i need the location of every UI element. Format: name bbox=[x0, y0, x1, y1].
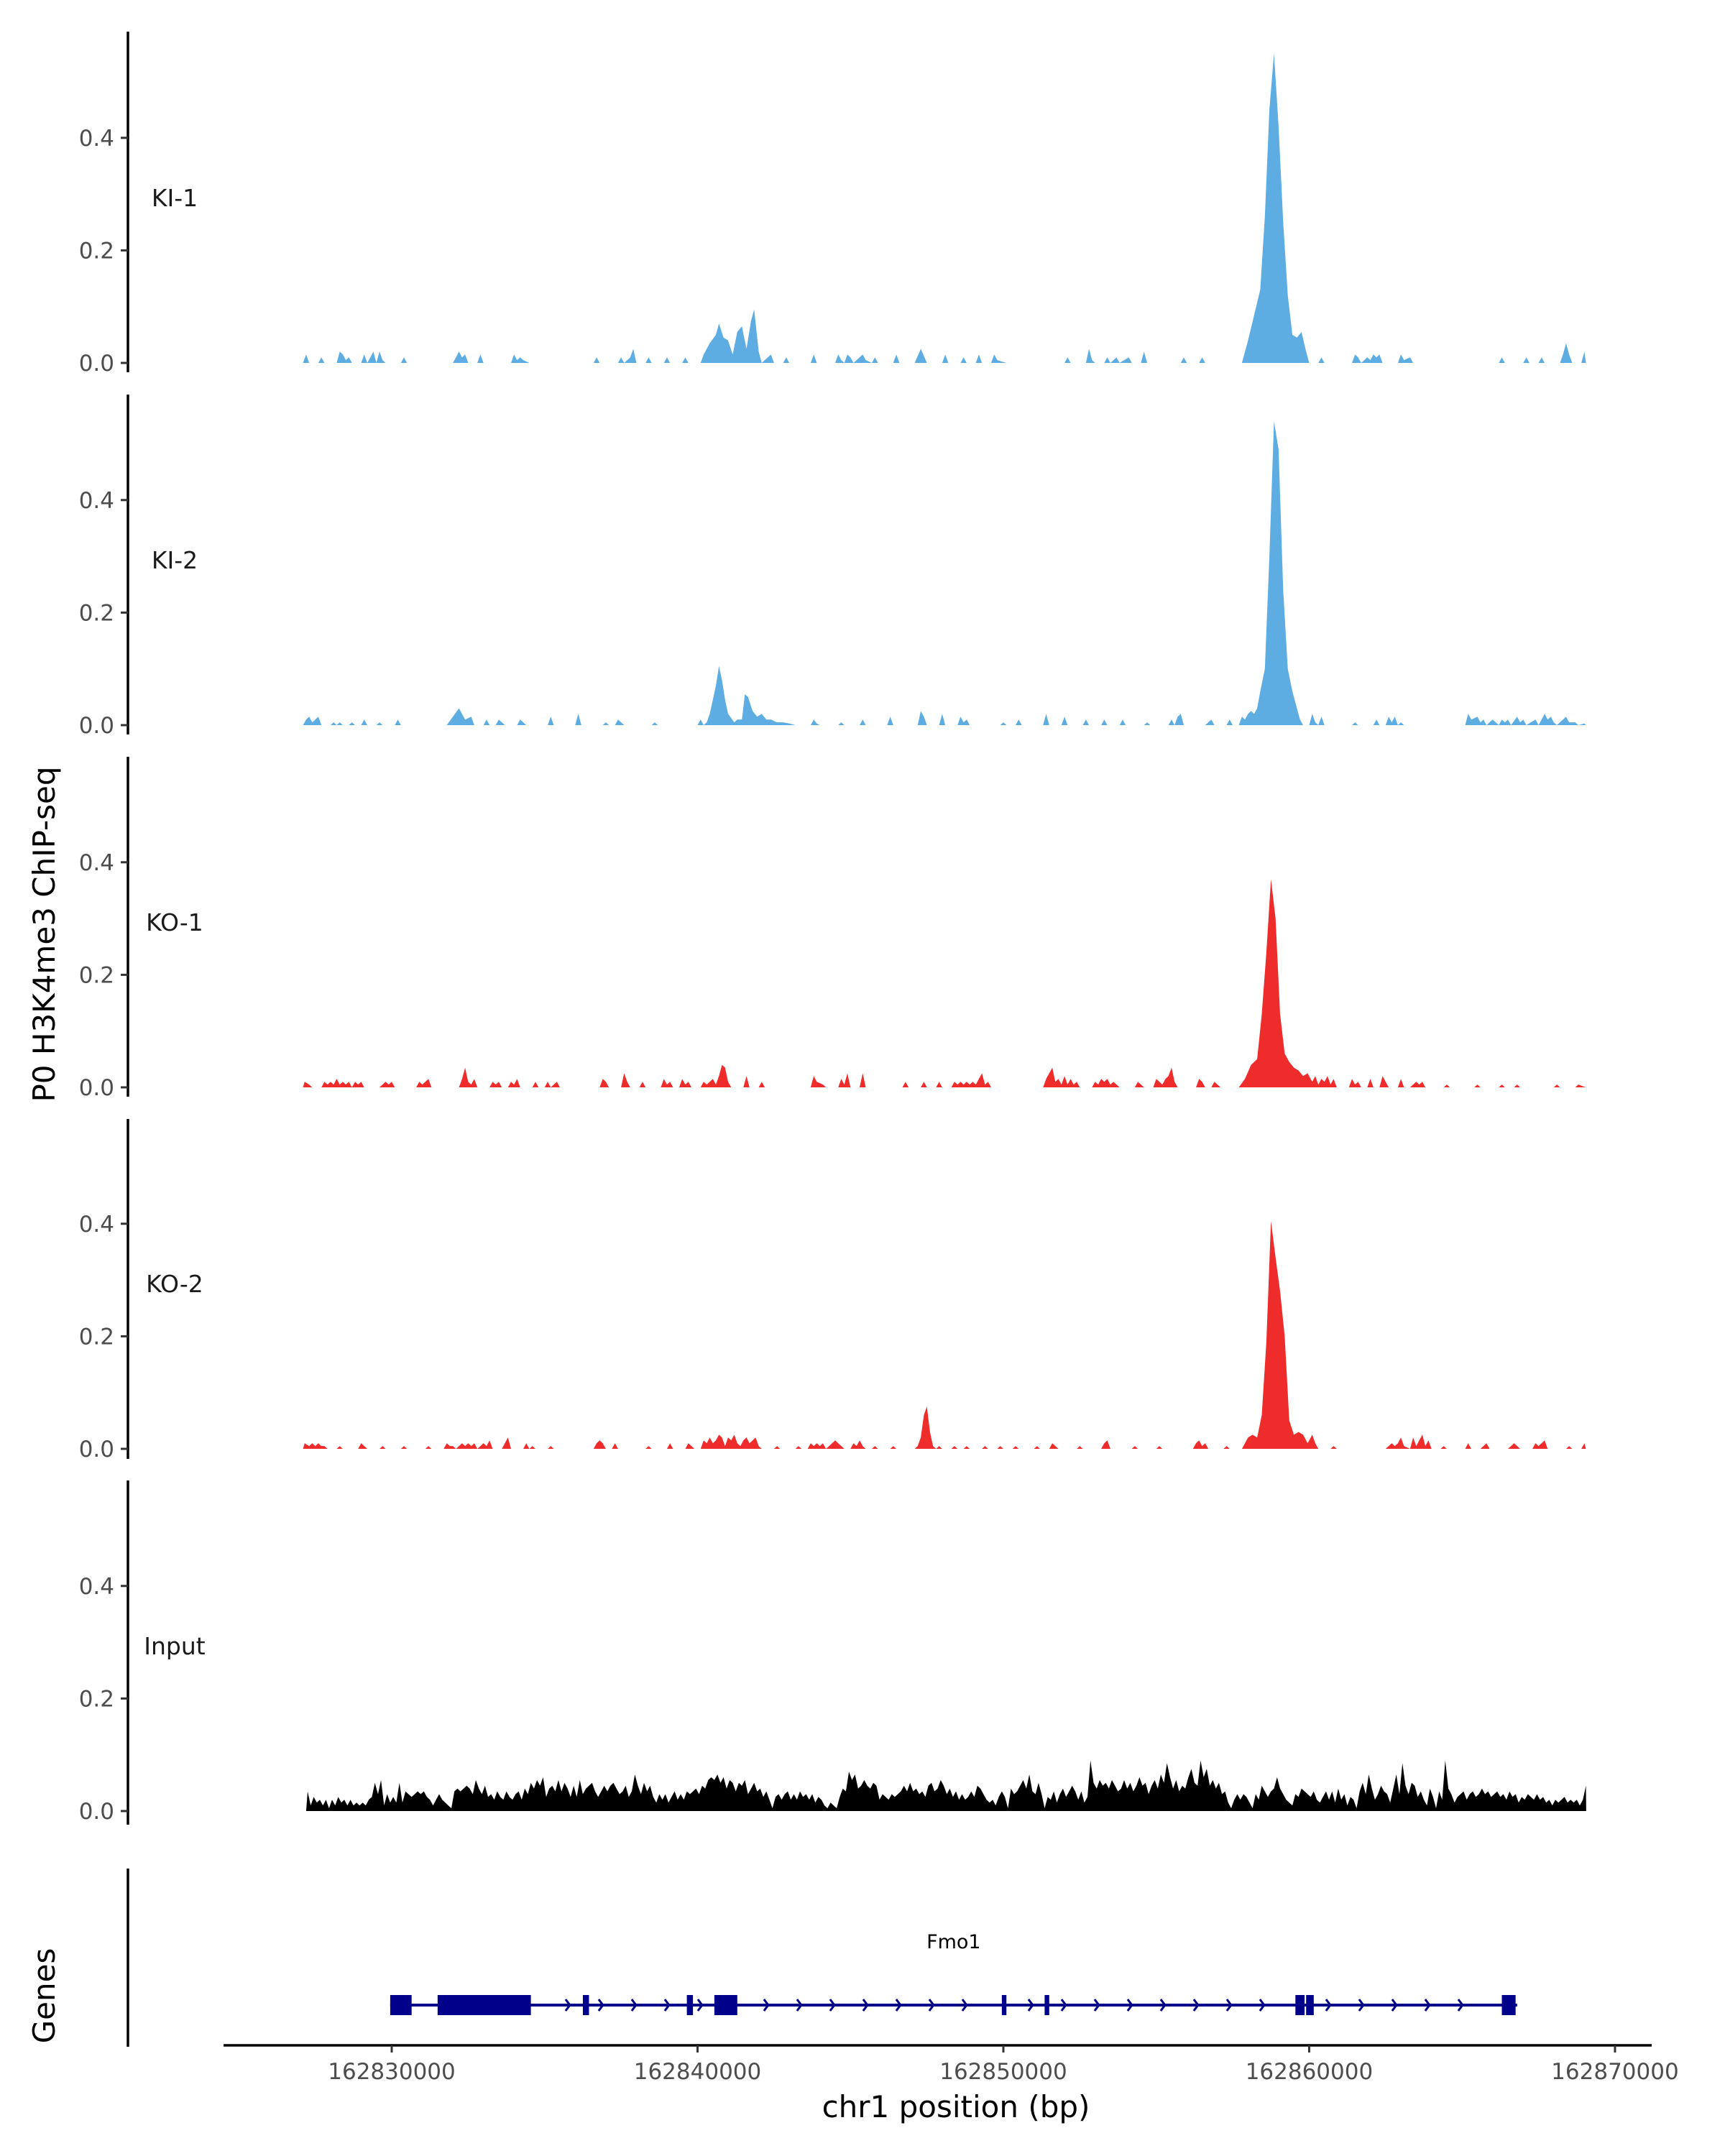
y-axis-title: P0 H3K4me3 ChIP-seq bbox=[27, 766, 62, 1102]
strand-arrow bbox=[1192, 1999, 1200, 2012]
strand-arrow bbox=[630, 1999, 638, 2012]
y-tick-label: 0.4 bbox=[79, 488, 114, 514]
strand-arrow bbox=[663, 1999, 671, 2012]
track-label: KO-2 bbox=[146, 1270, 203, 1298]
genes-track-title: Genes bbox=[27, 1948, 62, 2044]
x-tick-label: 162850000 bbox=[939, 2059, 1067, 2085]
y-tick-label: 0.4 bbox=[79, 126, 114, 152]
x-axis-title: chr1 position (bp) bbox=[822, 2089, 1090, 2124]
strand-arrow bbox=[1391, 1999, 1398, 2012]
y-tick-label: 0.0 bbox=[79, 1437, 114, 1462]
x-axis: 162830000 162840000 162850000 162860000 1628… bbox=[224, 2044, 1679, 2085]
track-label: Input bbox=[144, 1632, 206, 1660]
y-tick-label: 0.0 bbox=[79, 1075, 114, 1101]
y-tick-label: 0.4 bbox=[79, 1574, 114, 1600]
strand-arrow bbox=[1325, 1999, 1332, 2012]
y-tick-label: 0.2 bbox=[79, 1324, 114, 1350]
signal-area-ko-2 bbox=[303, 1220, 1586, 1449]
strand-arrow bbox=[597, 1999, 604, 2012]
gene-name-label: Fmo1 bbox=[926, 1931, 981, 1953]
strand-arrow bbox=[1457, 1999, 1464, 2012]
y-tick-label: 0.2 bbox=[79, 1686, 114, 1712]
strand-arrow bbox=[1060, 1999, 1067, 2012]
strand-arrow bbox=[763, 1999, 770, 2012]
strand-arrow bbox=[1126, 1999, 1133, 2012]
strand-arrow bbox=[1358, 1999, 1365, 2012]
strand-arrow bbox=[1159, 1999, 1167, 2012]
track-label: KO-1 bbox=[146, 908, 203, 936]
gene-exon bbox=[1501, 1995, 1516, 2015]
y-tick-label: 0.0 bbox=[79, 1799, 114, 1825]
strand-arrow bbox=[961, 1999, 968, 2012]
signal-area-input bbox=[305, 1760, 1586, 1811]
gene-track: Fmo1 bbox=[126, 1869, 1517, 2047]
signal-area-ko-1 bbox=[303, 879, 1586, 1087]
track-input: 0.0 0.2 0.4 Input bbox=[79, 1480, 1586, 1825]
gene-fmo1: Fmo1 bbox=[390, 1931, 1517, 2015]
strand-arrow bbox=[895, 1999, 902, 2012]
signal-area-ki-2 bbox=[303, 421, 1586, 725]
gene-exon bbox=[1044, 1995, 1049, 2015]
gene-exon bbox=[390, 1995, 412, 2015]
track-label: KI-1 bbox=[152, 184, 198, 212]
strand-arrow bbox=[928, 1999, 935, 2012]
x-tick-label: 162840000 bbox=[634, 2059, 762, 2085]
gene-exon bbox=[1001, 1995, 1007, 2015]
gene-exon bbox=[437, 1995, 531, 2015]
track-ko-1: 0.0 0.2 0.4 KO-1 bbox=[79, 757, 1586, 1101]
track-ki-1: 0.0 0.2 0.4 KI-1 bbox=[79, 32, 1586, 377]
x-tick-label: 162860000 bbox=[1246, 2059, 1374, 2085]
x-tick-label: 162830000 bbox=[328, 2059, 456, 2085]
gene-exon bbox=[686, 1995, 694, 2015]
y-tick-label: 0.4 bbox=[79, 1212, 114, 1238]
y-tick-label: 0.2 bbox=[79, 600, 114, 626]
y-tick-label: 0.0 bbox=[79, 351, 114, 377]
strand-arrow bbox=[829, 1999, 836, 2012]
strand-arrow bbox=[1093, 1999, 1100, 2012]
strand-arrow bbox=[564, 1999, 571, 2012]
strand-arrow bbox=[862, 1999, 869, 2012]
strand-arrow bbox=[1225, 1999, 1233, 2012]
signal-area-ki-1 bbox=[303, 53, 1586, 364]
strand-arrow bbox=[796, 1999, 803, 2012]
track-label: KI-2 bbox=[152, 546, 198, 574]
strand-arrow bbox=[696, 1999, 704, 2012]
y-tick-label: 0.2 bbox=[79, 238, 114, 264]
gene-exon bbox=[1295, 1995, 1305, 2015]
gene-exon bbox=[1306, 1995, 1314, 2015]
track-ki-2: 0.0 0.2 0.4 KI-2 bbox=[79, 395, 1586, 739]
track-ko-2: 0.0 0.2 0.4 KO-2 bbox=[79, 1119, 1586, 1462]
signal-tracks: 0.00.20.4KI-10.00.20.4KI-20.00.20.4KO-10… bbox=[79, 32, 1586, 1825]
strand-arrow bbox=[1259, 1999, 1266, 2012]
strand-arrow bbox=[1424, 1999, 1431, 2012]
gene-exon bbox=[582, 1995, 589, 2015]
y-tick-label: 0.0 bbox=[79, 713, 114, 739]
y-tick-label: 0.2 bbox=[79, 962, 114, 988]
x-tick-label: 162870000 bbox=[1551, 2059, 1679, 2085]
gene-exon bbox=[714, 1995, 737, 2015]
strand-arrow bbox=[1027, 1999, 1034, 2012]
y-tick-label: 0.4 bbox=[79, 850, 114, 876]
